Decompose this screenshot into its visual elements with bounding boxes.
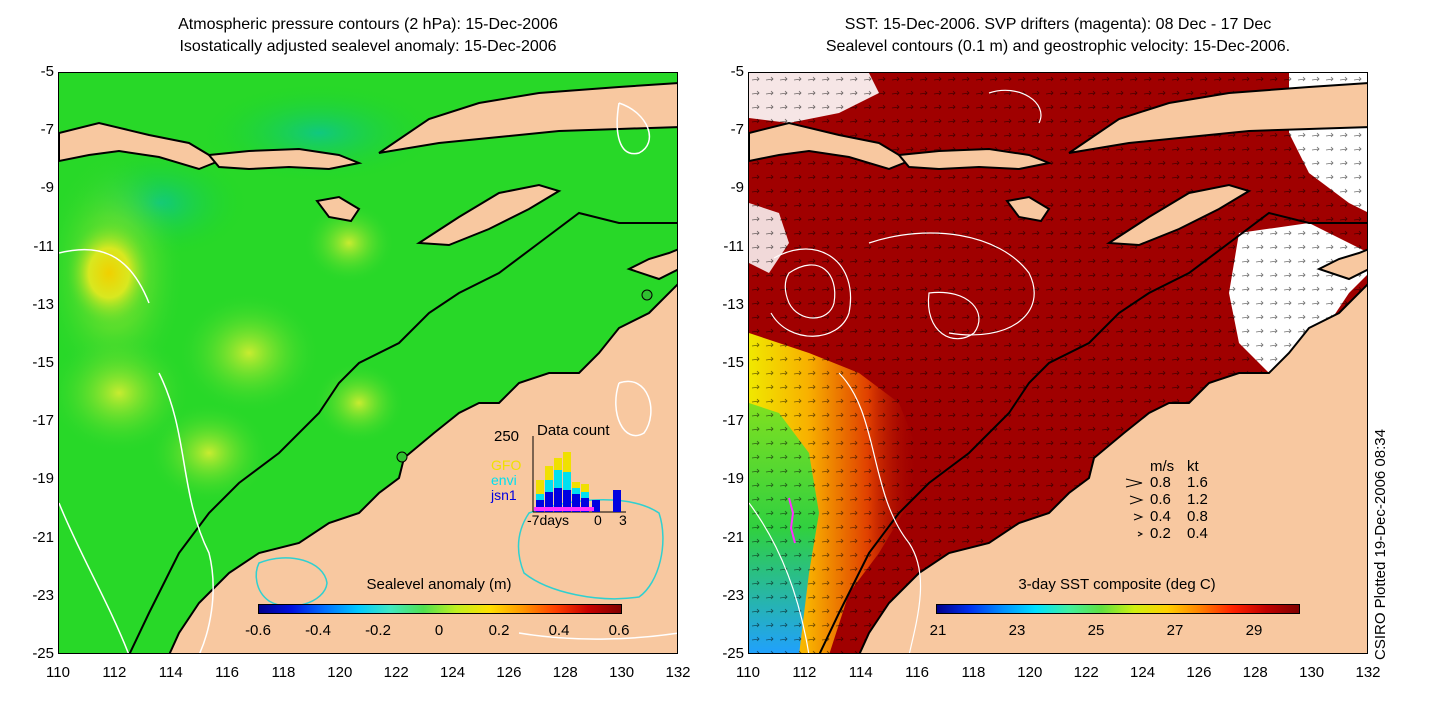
right-x-tick-label: 132 <box>1355 664 1381 681</box>
left-y-tick-label: -23 <box>32 586 54 604</box>
velocity-row-kt: 1.6 <box>1187 474 1208 491</box>
sla-colorbar-tick: 0.2 <box>488 622 510 639</box>
right-y-tick-label: -15 <box>722 354 744 371</box>
right-x-tick-label: 122 <box>1073 664 1099 681</box>
left-x-tick-label: 132 <box>665 664 691 681</box>
left-x-tick-label: 110 <box>46 664 70 681</box>
left-x-tick-label: 118 <box>271 664 296 681</box>
left-x-tick-label: 128 <box>552 664 578 681</box>
data-count-ymax: 250 <box>494 428 520 445</box>
velocity-row-ms: 0.2 <box>1150 525 1171 542</box>
sst-colorbar-tick: 27 <box>1166 622 1184 639</box>
sla-colorbar-title: Sealevel anomaly (m) <box>366 576 512 593</box>
data-count-histogram <box>532 436 626 513</box>
right-y-tick-label: -17 <box>722 412 744 430</box>
left-x-tick-label: 120 <box>327 664 353 681</box>
sla-colorbar-tick: 0.4 <box>548 622 570 639</box>
right-y-tick-label: -9 <box>730 179 744 197</box>
sealevel-anomaly-map-svg <box>59 73 677 653</box>
sst-colorbar-tick: 23 <box>1008 622 1026 639</box>
sla-colorbar-tick: -0.4 <box>305 622 331 639</box>
sla-colorbar-tick: 0.6 <box>608 622 630 639</box>
left-x-tick-label: 114 <box>158 664 183 681</box>
left-x-tick-label: 126 <box>496 664 522 681</box>
sealevel-anomaly-map <box>58 72 678 654</box>
right-y-tick-label: -19 <box>722 470 744 488</box>
mission-jsn1: jsn1 <box>491 487 517 503</box>
velocity-legend-header-kt: kt <box>1187 458 1199 475</box>
plot-credit: CSIRO Plotted 19-Dec-2006 08:34 <box>1372 429 1389 660</box>
data-count-xleft: -7days <box>527 512 570 528</box>
left-y-tick-label: -17 <box>32 412 54 430</box>
left-y-tick-label: -9 <box>40 179 54 197</box>
right-y-tick-label: -25 <box>722 645 744 662</box>
sla-colorbar <box>258 604 622 614</box>
sla-colorbar-tick: -0.6 <box>245 622 271 639</box>
mission-gfo: GFO <box>491 457 522 473</box>
left-y-tick-label: -7 <box>40 121 54 139</box>
right-y-tick-label: -13 <box>722 295 744 313</box>
left-x-tick-label: 130 <box>609 664 635 681</box>
velocity-row-kt: 0.8 <box>1187 508 1208 525</box>
data-count-xmid: 0 <box>594 512 602 528</box>
right-y-tick-label: -23 <box>722 586 744 604</box>
right-y-tick-label: -7 <box>730 121 744 139</box>
sst-map <box>748 72 1368 654</box>
right-y-tick-label: -11 <box>723 237 744 255</box>
right-x-tick-label: 130 <box>1299 664 1325 681</box>
right-x-tick-label: 118 <box>961 664 986 681</box>
velocity-legend-header-ms: m/s <box>1150 458 1175 475</box>
mission-envi: envi <box>491 472 517 488</box>
sst-colorbar-title: 3-day SST composite (deg C) <box>1018 576 1216 593</box>
left-y-tick-label: -25 <box>32 645 54 662</box>
right-x-tick-label: 124 <box>1130 664 1156 681</box>
sst-colorbar-tick: 21 <box>929 622 947 639</box>
sst-colorbar-tick: 29 <box>1245 622 1263 639</box>
left-y-tick-label: -11 <box>33 237 54 255</box>
left-title-line2: Isostatically adjusted sealevel anomaly:… <box>179 38 557 55</box>
left-x-tick-label: 122 <box>383 664 409 681</box>
right-title-line2: Sealevel contours (0.1 m) and geostrophi… <box>825 38 1291 55</box>
velocity-row-ms: 0.4 <box>1150 508 1171 525</box>
right-x-tick-label: 126 <box>1186 664 1212 681</box>
data-count-xright: 3 <box>619 512 627 528</box>
right-x-tick-label: 110 <box>736 664 760 681</box>
right-y-tick-label: -21 <box>722 528 744 546</box>
right-title-line1: SST: 15-Dec-2006. SVP drifters (magenta)… <box>844 16 1272 33</box>
left-y-tick-label: -5 <box>40 63 54 80</box>
left-map-title: Atmospheric pressure contours (2 hPa): 1… <box>58 14 678 58</box>
velocity-row-kt: 1.2 <box>1187 491 1208 508</box>
velocity-row-ms: 0.8 <box>1150 474 1171 491</box>
velocity-row-kt: 0.4 <box>1187 525 1208 542</box>
left-x-tick-label: 124 <box>440 664 466 681</box>
left-title-line1: Atmospheric pressure contours (2 hPa): 1… <box>178 16 558 33</box>
right-x-tick-label: 128 <box>1242 664 1268 681</box>
velocity-arrows <box>1125 478 1144 537</box>
data-count-title: Data count <box>537 422 610 439</box>
left-x-tick-label: 116 <box>215 664 240 681</box>
right-map-title: SST: 15-Dec-2006. SVP drifters (magenta)… <box>748 14 1368 58</box>
right-x-tick-label: 120 <box>1017 664 1043 681</box>
left-y-tick-label: -19 <box>32 470 54 488</box>
sst-colorbar <box>936 604 1300 614</box>
sst-colorbar-tick: 25 <box>1087 622 1105 639</box>
left-x-tick-label: 112 <box>102 664 127 681</box>
right-x-tick-label: 114 <box>848 664 873 681</box>
left-y-tick-label: -15 <box>32 354 54 371</box>
right-x-tick-label: 116 <box>905 664 930 681</box>
right-x-tick-label: 112 <box>792 664 817 681</box>
sla-colorbar-tick: 0 <box>434 622 444 639</box>
velocity-row-ms: 0.6 <box>1150 491 1171 508</box>
sst-map-svg <box>749 73 1367 653</box>
sla-colorbar-tick: -0.2 <box>365 622 391 639</box>
right-y-tick-label: -5 <box>730 63 744 80</box>
left-y-tick-label: -21 <box>32 528 54 546</box>
left-y-tick-label: -13 <box>32 295 54 313</box>
